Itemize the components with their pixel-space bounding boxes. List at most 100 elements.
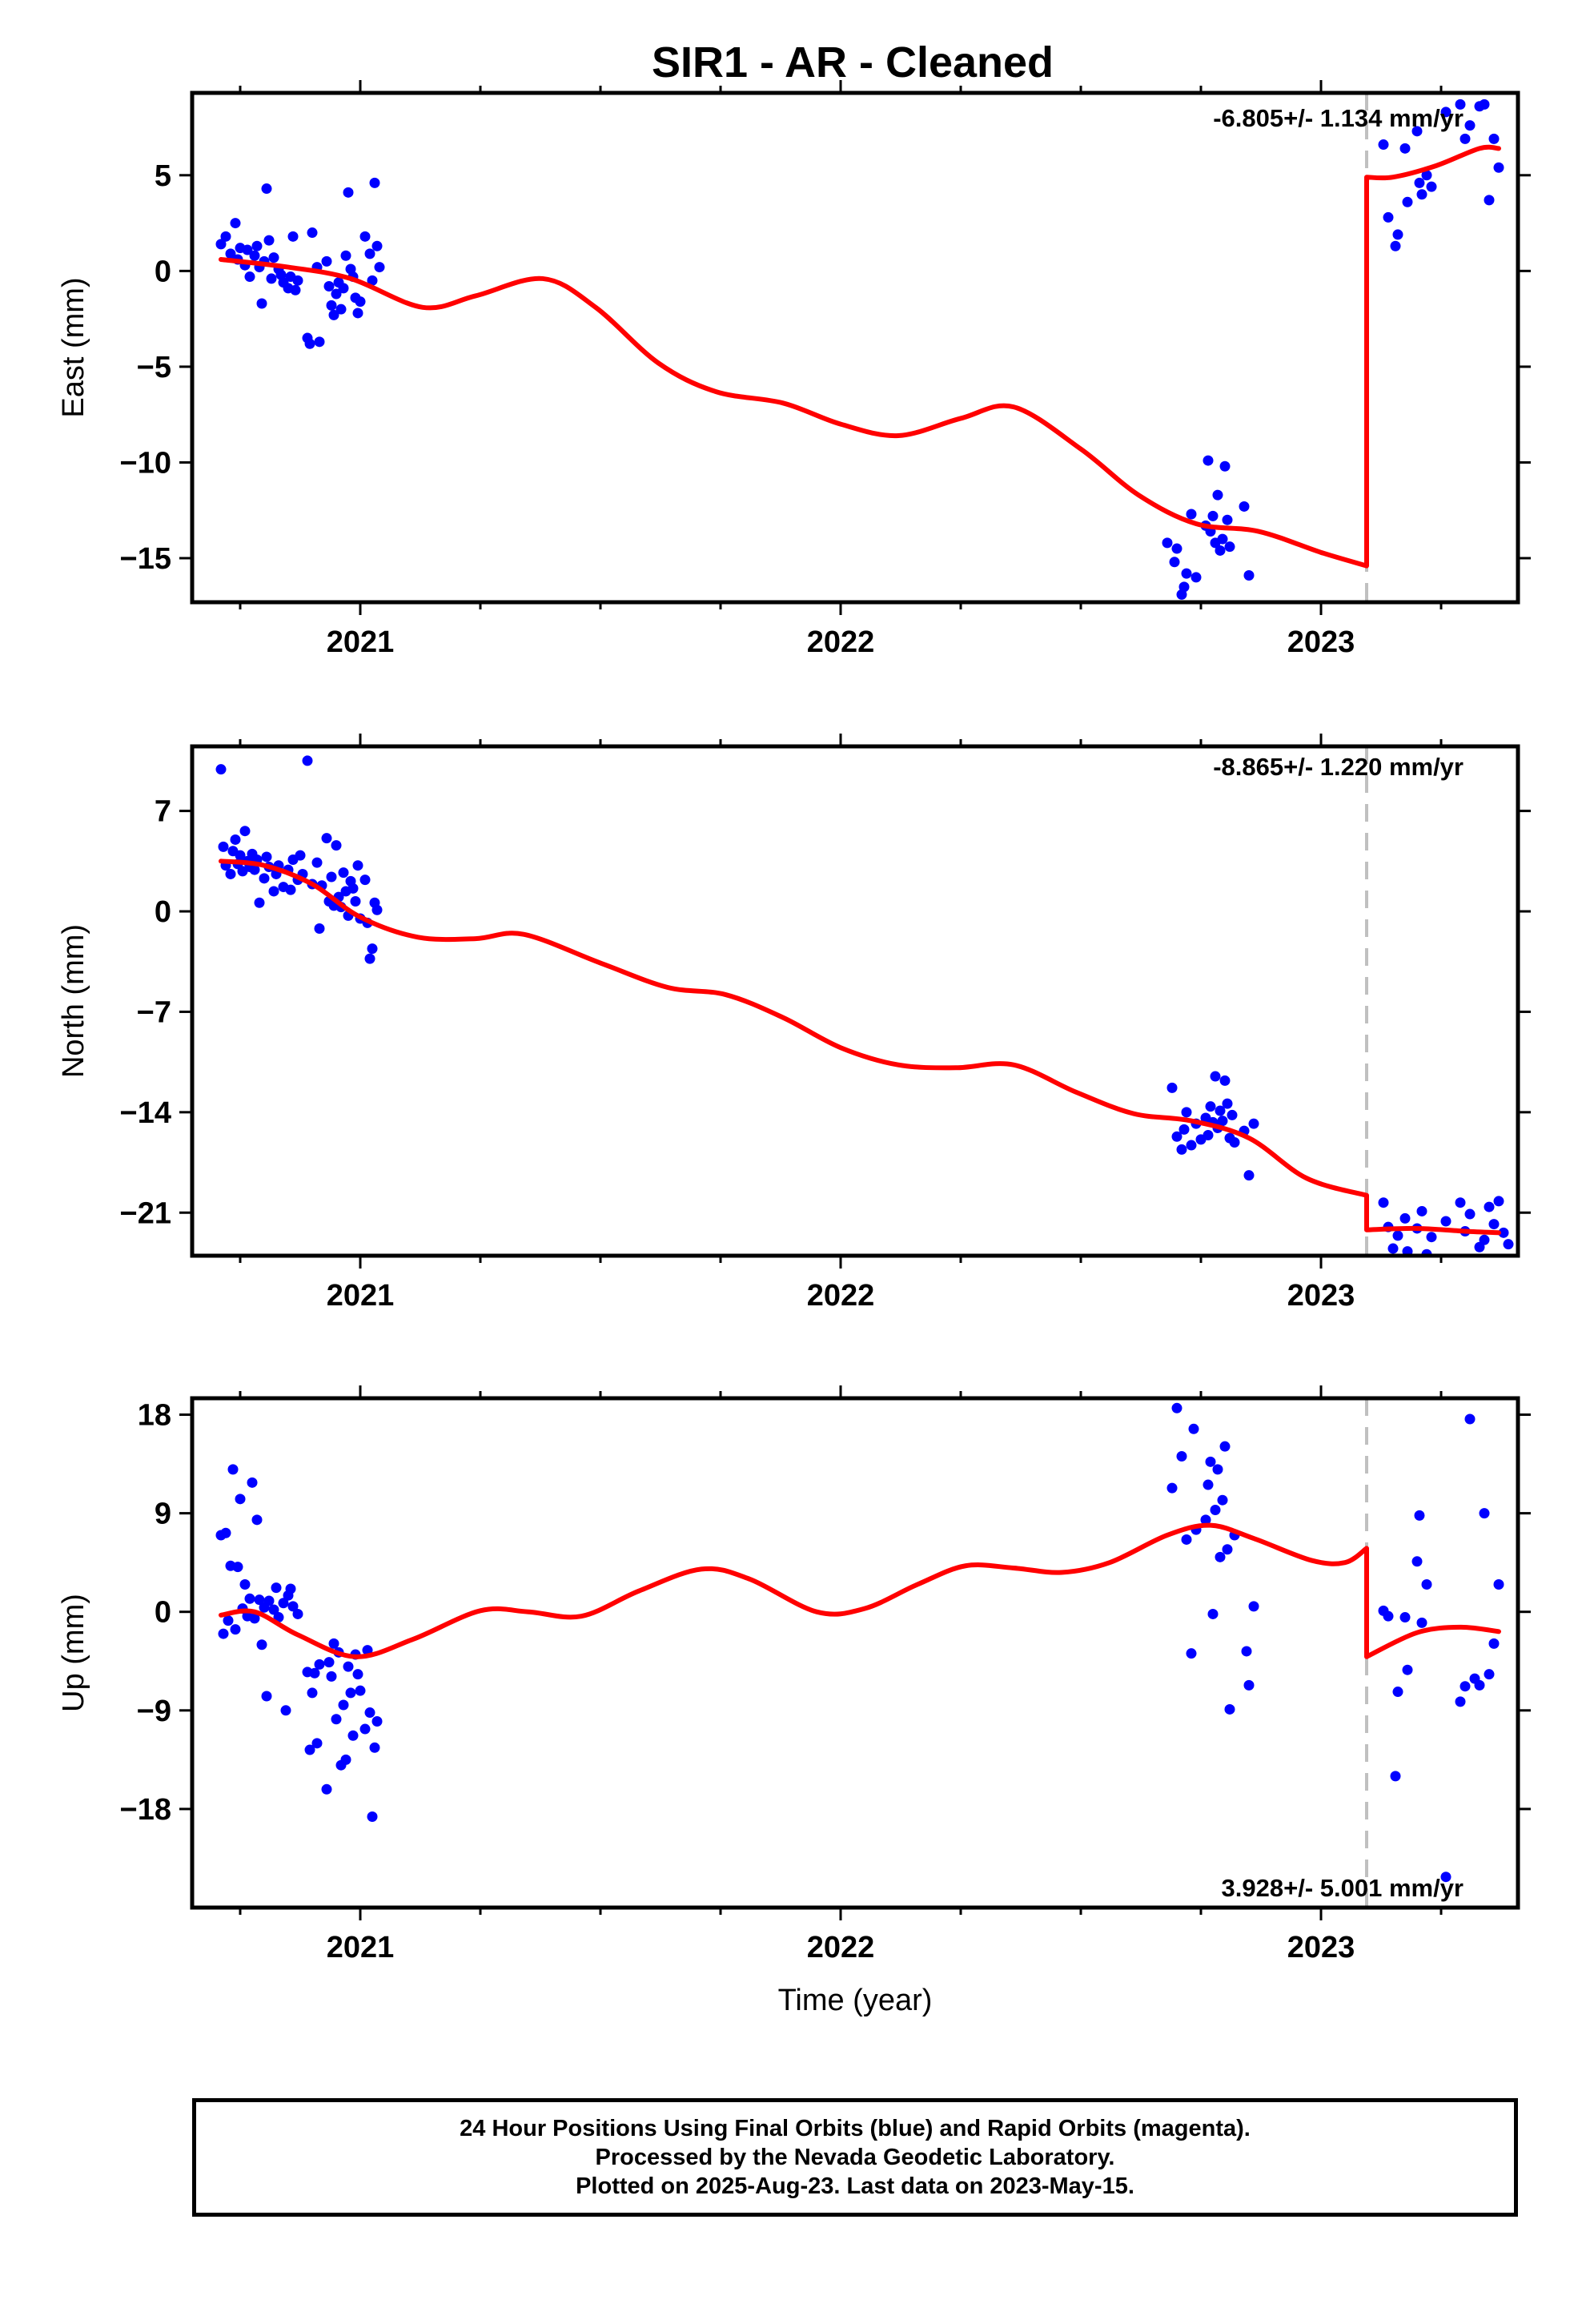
data-point bbox=[352, 1669, 363, 1680]
data-point bbox=[1416, 189, 1427, 200]
data-point bbox=[367, 1811, 378, 1822]
y-tick-label: 5 bbox=[155, 159, 171, 193]
data-point bbox=[268, 252, 279, 263]
data-point bbox=[338, 283, 349, 294]
data-point bbox=[1205, 1101, 1216, 1112]
data-point bbox=[369, 177, 380, 188]
data-point bbox=[244, 1593, 255, 1604]
data-point bbox=[364, 953, 375, 964]
data-point bbox=[1392, 1687, 1403, 1698]
data-point bbox=[1421, 1579, 1432, 1590]
data-point bbox=[307, 227, 318, 239]
data-point bbox=[1402, 196, 1413, 207]
data-point bbox=[239, 1579, 251, 1590]
data-point bbox=[1455, 99, 1466, 110]
data-point bbox=[261, 1691, 272, 1702]
data-point bbox=[1484, 195, 1495, 206]
data-point bbox=[1414, 1510, 1425, 1521]
data-point bbox=[328, 1638, 339, 1649]
data-point bbox=[218, 1628, 229, 1639]
model-fit-line bbox=[219, 1522, 1501, 1659]
y-tick-label: 0 bbox=[155, 895, 171, 929]
data-point bbox=[1217, 533, 1228, 545]
data-point bbox=[225, 248, 236, 259]
data-point bbox=[1464, 1413, 1476, 1425]
data-point bbox=[371, 904, 383, 915]
x-tick-label: 2022 bbox=[807, 1279, 875, 1313]
data-point bbox=[263, 1595, 275, 1606]
data-point bbox=[1392, 229, 1403, 240]
data-point bbox=[326, 1671, 337, 1682]
data-point bbox=[1215, 1105, 1226, 1116]
data-point bbox=[1493, 162, 1504, 173]
data-point bbox=[1178, 1124, 1190, 1135]
y-tick-label: 9 bbox=[155, 1498, 171, 1531]
data-point bbox=[249, 250, 260, 261]
data-point bbox=[311, 1738, 323, 1749]
x-tick-label: 2021 bbox=[327, 1931, 395, 1964]
data-point bbox=[1399, 1212, 1411, 1224]
y-tick-label: 0 bbox=[155, 255, 171, 288]
data-point bbox=[1503, 1239, 1514, 1250]
data-point bbox=[1464, 1208, 1476, 1220]
data-point bbox=[230, 1624, 241, 1635]
data-point bbox=[220, 1527, 231, 1538]
data-point bbox=[326, 300, 337, 311]
data-point bbox=[261, 183, 272, 195]
data-point bbox=[1411, 126, 1423, 137]
data-point bbox=[256, 1639, 267, 1651]
data-point bbox=[1215, 1551, 1226, 1562]
data-point bbox=[304, 1744, 315, 1755]
data-point bbox=[309, 1667, 320, 1679]
data-point bbox=[1210, 1071, 1221, 1082]
data-point bbox=[1392, 1230, 1403, 1241]
data-point bbox=[1399, 143, 1411, 154]
data-point bbox=[362, 1645, 373, 1656]
data-point bbox=[1207, 1608, 1219, 1619]
y-tick-label: 7 bbox=[155, 795, 171, 829]
data-point bbox=[1390, 1771, 1401, 1782]
data-point bbox=[1498, 1227, 1509, 1238]
data-point bbox=[215, 239, 227, 250]
data-point bbox=[355, 1685, 366, 1696]
data-point bbox=[1243, 570, 1255, 581]
data-point bbox=[268, 886, 279, 897]
data-point bbox=[254, 1594, 265, 1606]
data-point bbox=[278, 1598, 289, 1609]
y-tick-label: −18 bbox=[120, 1793, 171, 1827]
x-tick-label: 2021 bbox=[327, 625, 395, 659]
data-point bbox=[1383, 211, 1394, 223]
data-point bbox=[1493, 1579, 1504, 1590]
data-point bbox=[266, 273, 277, 284]
panel-east: 2021 2022 2023 5 0 −5 −10 −15 East (mm) -6.805+/-… bbox=[57, 80, 1531, 659]
data-point bbox=[1224, 541, 1235, 553]
y-tick-label: −21 bbox=[120, 1196, 171, 1230]
data-point bbox=[1166, 1482, 1178, 1494]
rate-label: -6.805+/- 1.134 mm/yr bbox=[1213, 104, 1464, 132]
x-tick-label: 2023 bbox=[1287, 1931, 1355, 1964]
data-point bbox=[367, 943, 378, 955]
data-point bbox=[223, 1615, 234, 1626]
data-point bbox=[340, 250, 351, 261]
data-point bbox=[1200, 1514, 1211, 1526]
x-tick-label: 2021 bbox=[327, 1279, 395, 1313]
data-point bbox=[1416, 1205, 1427, 1216]
footer-line-3: Plotted on 2025-Aug-23. Last data on 202… bbox=[576, 2173, 1134, 2199]
data-point bbox=[371, 240, 383, 251]
data-point bbox=[359, 1723, 371, 1735]
model-fit-line bbox=[219, 858, 1501, 1236]
data-point bbox=[1493, 1196, 1504, 1207]
data-point bbox=[259, 873, 270, 884]
data-point bbox=[1488, 1219, 1500, 1230]
data-point bbox=[230, 834, 241, 845]
data-point bbox=[1416, 1617, 1427, 1628]
y-axis-label: Up (mm) bbox=[57, 1594, 90, 1712]
data-point bbox=[364, 248, 375, 259]
data-point bbox=[235, 850, 246, 861]
data-point bbox=[352, 308, 363, 319]
data-point bbox=[1212, 1464, 1223, 1475]
data-point bbox=[1479, 99, 1490, 110]
panel-north: 2021 2022 2023 7 0 −7 −14 −21 North (mm) -8.865+/… bbox=[57, 734, 1531, 1313]
y-tick-label: −14 bbox=[120, 1096, 171, 1130]
data-point bbox=[347, 1730, 359, 1741]
